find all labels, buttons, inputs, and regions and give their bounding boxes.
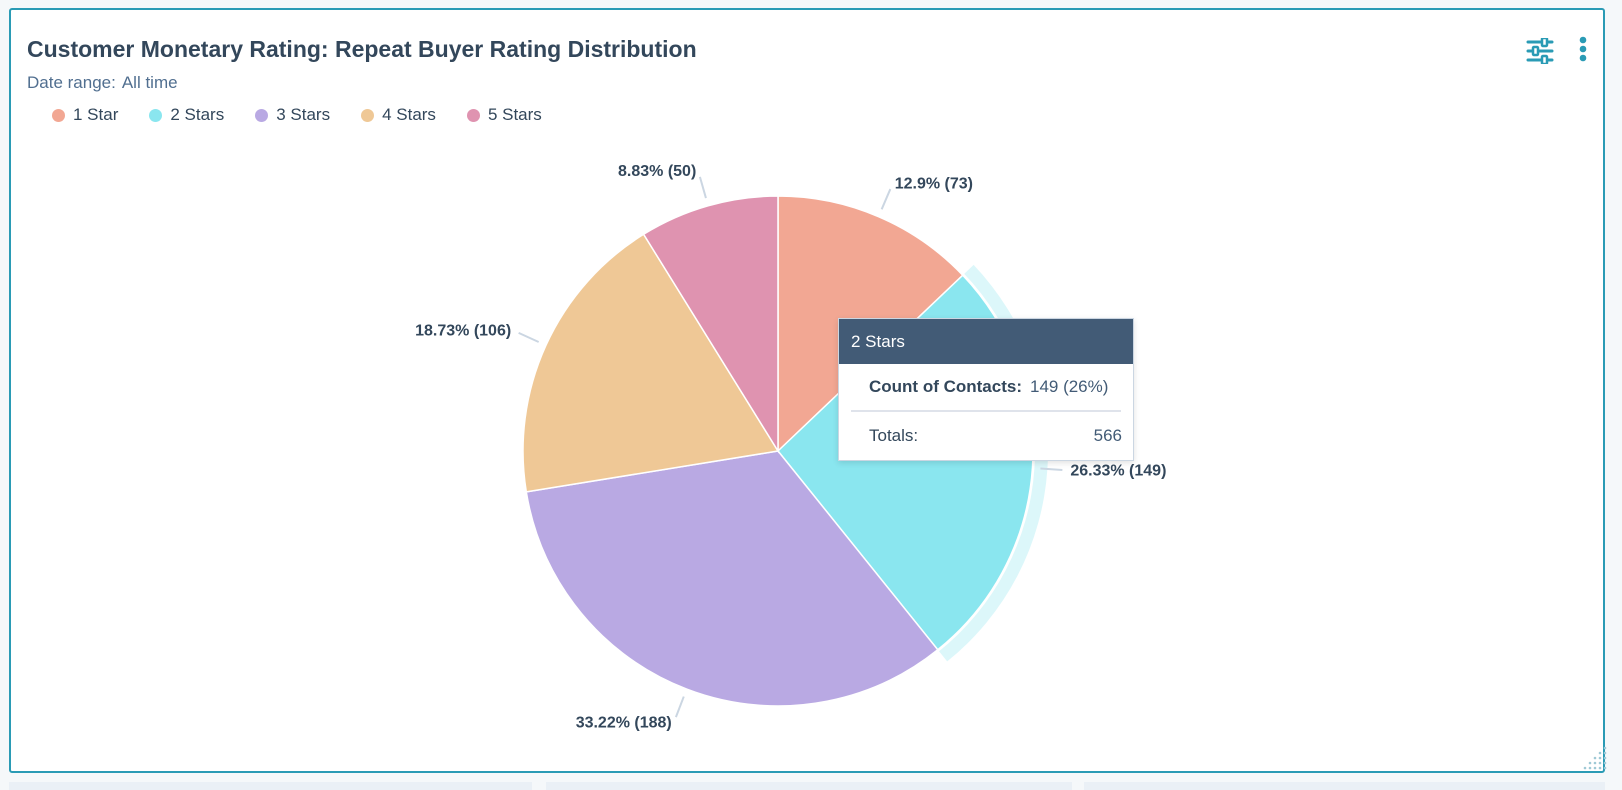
legend-dot — [255, 108, 269, 122]
label-connector — [880, 188, 892, 210]
legend-dot — [361, 108, 375, 122]
tooltip-title: 2 Stars — [839, 319, 1133, 364]
label-connector — [674, 696, 685, 718]
data-label-2-stars: 26.33% (149) — [1070, 462, 1166, 479]
legend-label: 4 Stars — [382, 105, 436, 124]
chart-legend: 1 Star 2 Stars 3 Stars 4 Stars 5 Stars — [52, 104, 573, 126]
more-vertical-icon[interactable] — [1577, 35, 1589, 65]
date-range-value: All time — [121, 73, 178, 92]
tooltip-metric-value: 149 (26%) — [1029, 377, 1109, 396]
tooltip-metric-row: Count of Contacts: 149 (26%) — [851, 364, 1121, 412]
tooltip-totals-row: Totals: 566 — [839, 412, 1133, 460]
legend-label: 1 Star — [73, 105, 119, 124]
legend-dot — [52, 108, 65, 122]
legend-item-2-stars[interactable]: 2 Stars — [149, 105, 224, 125]
data-label-4-stars: 18.73% (106) — [415, 322, 511, 339]
tooltip-metric-label: Count of Contacts: — [869, 377, 1022, 396]
next-card-edge — [546, 782, 1072, 790]
next-card-edge — [1084, 782, 1605, 790]
legend-dot — [466, 108, 480, 122]
legend-label: 3 Stars — [276, 105, 331, 124]
legend-item-1-star[interactable]: 1 Star — [52, 105, 118, 125]
pie-slice-5-stars[interactable] — [642, 195, 779, 454]
tooltip-totals-label: Totals: — [869, 426, 919, 445]
date-range: Date range: All time — [27, 73, 178, 93]
data-label-3-stars: 33.22% (188) — [576, 715, 672, 732]
data-label-1-star: 12.9% (73) — [895, 176, 973, 193]
label-connector — [1040, 467, 1063, 471]
pie-slice-4-stars[interactable] — [522, 233, 780, 493]
tooltip-totals-value: 566 — [1093, 426, 1122, 445]
report-card: Customer Monetary Rating: Repeat Buyer R… — [9, 8, 1607, 773]
next-card-edge — [9, 782, 532, 790]
resize-handle-icon[interactable] — [1579, 744, 1609, 774]
legend-dot — [149, 108, 163, 122]
pie-slice-3-stars[interactable] — [525, 450, 939, 707]
data-label-5-stars: 8.83% (50) — [618, 163, 696, 180]
legend-label: 2 Stars — [170, 105, 225, 124]
legend-item-4-stars[interactable]: 4 Stars — [361, 105, 436, 125]
label-connector — [698, 176, 707, 199]
sliders-icon[interactable] — [1526, 36, 1554, 66]
report-title: Customer Monetary Rating: Repeat Buyer R… — [27, 36, 697, 62]
date-range-label: Date range: — [27, 73, 116, 92]
chart-tooltip: 2 Stars Count of Contacts: 149 (26%) Tot… — [838, 318, 1134, 461]
legend-label: 5 Stars — [487, 105, 542, 124]
label-connector — [518, 331, 540, 343]
legend-item-5-stars[interactable]: 5 Stars — [466, 105, 542, 125]
pie-chart: 12.9% (73) 26.33% (149) 33.22% (188) 18.73%… — [415, 163, 1166, 732]
legend-item-3-stars[interactable]: 3 Stars — [255, 105, 330, 125]
